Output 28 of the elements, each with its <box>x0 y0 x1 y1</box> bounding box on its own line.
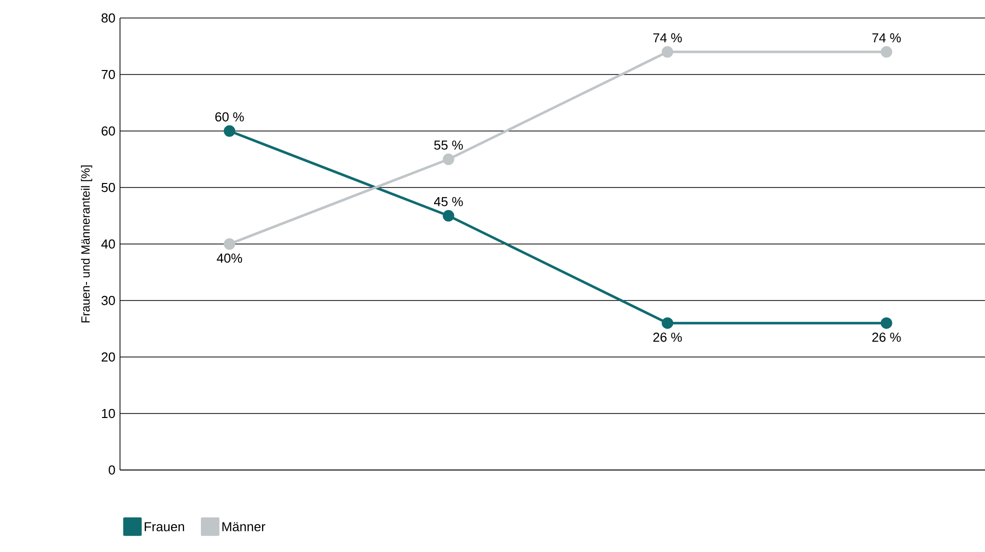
data-label: 40% <box>216 254 242 263</box>
legend-label: Männer <box>222 522 266 532</box>
legend-label: Frauen <box>144 522 184 532</box>
y-tick-label: 80 <box>102 13 115 23</box>
point <box>442 210 454 222</box>
point <box>880 46 892 58</box>
point <box>224 238 236 250</box>
point <box>880 317 892 329</box>
y-axis-title: Frauen- und Männeranteil [%] <box>80 166 92 322</box>
y-tick-label: 0 <box>108 465 115 475</box>
y-tick-label: 40 <box>101 239 115 249</box>
point <box>224 125 236 137</box>
y-tick-label: 50 <box>102 182 115 192</box>
y-tick-label: 10 <box>102 408 115 418</box>
y-tick-label: 30 <box>102 296 115 306</box>
data-label: 55 % <box>434 140 463 150</box>
data-label: 74 % <box>872 33 901 42</box>
point <box>662 317 674 329</box>
data-label: 45 % <box>434 197 463 206</box>
point <box>442 154 454 166</box>
y-tick-label: 20 <box>102 352 115 362</box>
y-tick-label: 70 <box>102 70 115 80</box>
data-label: 60 % <box>215 112 244 122</box>
data-label: 26 % <box>653 332 682 342</box>
y-tick-label: 60 <box>102 126 115 136</box>
point <box>662 46 674 58</box>
data-label: 26 % <box>872 332 901 342</box>
data-label: 74 % <box>653 33 682 42</box>
